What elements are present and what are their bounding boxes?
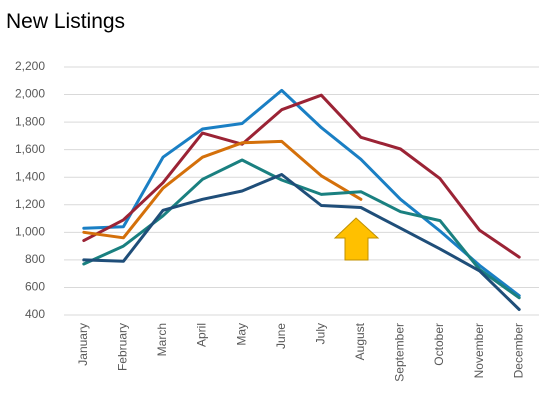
x-tick-label: March	[155, 323, 169, 356]
x-tick-label: May	[234, 323, 248, 346]
x-tick-label: April	[195, 323, 209, 347]
x-tick-label: February	[116, 323, 130, 371]
arrow-annotation	[333, 217, 380, 261]
y-tick-label: 1,000	[15, 225, 45, 239]
x-tick-label: September	[393, 323, 407, 382]
y-tick-label: 2,200	[15, 59, 45, 73]
y-tick-label: 400	[25, 307, 45, 321]
y-tick-label: 2,000	[15, 87, 45, 101]
x-tick-label: October	[432, 323, 446, 366]
y-tick-label: 1,800	[15, 114, 45, 128]
x-tick-label: November	[472, 323, 486, 378]
chart-title: New Listings	[6, 10, 125, 33]
series-line	[82, 173, 521, 311]
series-line	[82, 139, 363, 240]
y-tick-label: 1,600	[15, 142, 45, 156]
labels: 400 600 800 1,000 1,200 1,400 1,600 1,800 2,000 2…	[15, 59, 525, 382]
x-tick-label: August	[353, 322, 367, 360]
series-line	[82, 88, 521, 298]
x-tick-label: June	[274, 323, 288, 349]
x-tick-label: January	[76, 323, 90, 366]
x-tick-label: December	[511, 323, 525, 378]
y-tick-label: 1,400	[15, 169, 45, 183]
x-tick-label: July	[313, 323, 327, 344]
lines	[82, 88, 521, 311]
y-tick-label: 800	[25, 252, 45, 266]
y-tick-label: 1,200	[15, 197, 45, 211]
series-line	[82, 93, 521, 259]
y-tick-label: 600	[25, 280, 45, 294]
